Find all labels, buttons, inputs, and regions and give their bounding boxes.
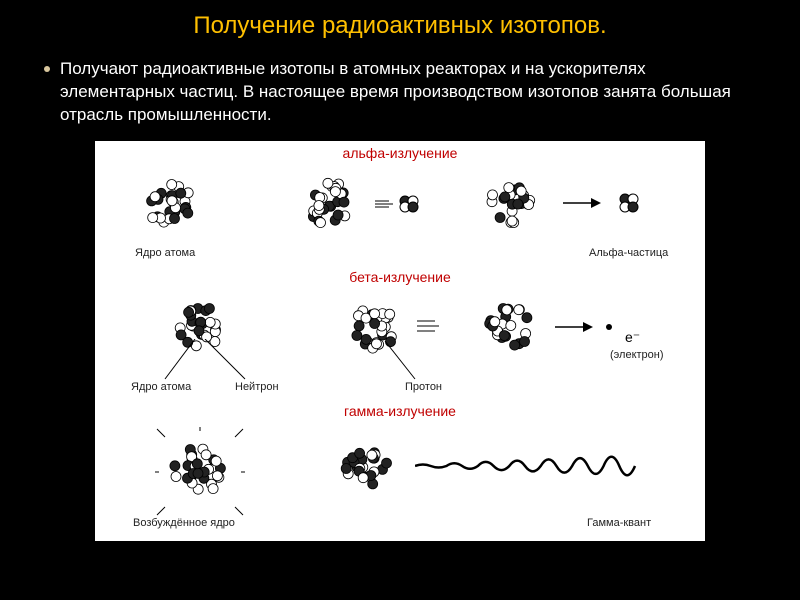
emit-lines-icon [417,311,457,341]
electron-label: (электрон) [610,349,664,361]
gamma-section: гамма-излучение [95,403,705,419]
nucleus-icon [331,431,401,501]
bullet-text: Получают радиоактивные изотопы в атомных… [60,58,756,127]
alpha-right-label: Альфа-частица [589,247,668,259]
alpha-section: альфа-излучение [95,145,705,161]
nucleus-icon [295,169,365,239]
slide: Получение радиоактивных изотопов. Получа… [0,0,800,553]
nucleus-icon [475,169,545,239]
nucleus-icon [475,293,545,363]
electron-symbol: e⁻ [625,329,640,346]
beta-title: бета-излучение [95,269,705,285]
beta-proton-label: Протон [405,381,442,393]
gamma-right-label: Гамма-квант [587,517,651,529]
beta-neutron-label: Нейтрон [235,381,279,393]
bullet-dot-icon [44,66,50,72]
gamma-wave-icon [415,441,645,491]
slide-title: Получение радиоактивных изотопов. [40,12,760,40]
electron-icon [605,323,615,333]
excited-nucleus-icon [155,427,245,517]
alpha-left-label: Ядро атома [135,247,195,259]
gamma-left-label: Возбуждённое ядро [133,517,235,529]
arrow-icon [563,193,603,213]
diagram-panel: альфа-излучение [95,141,705,541]
nucleus-icon [135,169,205,239]
gamma-title: гамма-излучение [95,403,705,419]
alpha-particle-icon [615,189,645,219]
beta-left-label: Ядро атома [131,381,191,393]
beta-section: бета-излучение [95,269,705,285]
arrow-icon [555,317,595,337]
alpha-title: альфа-излучение [95,145,705,161]
bullet-item: Получают радиоактивные изотопы в атомных… [40,58,760,127]
alpha-emit-icon [375,189,445,219]
